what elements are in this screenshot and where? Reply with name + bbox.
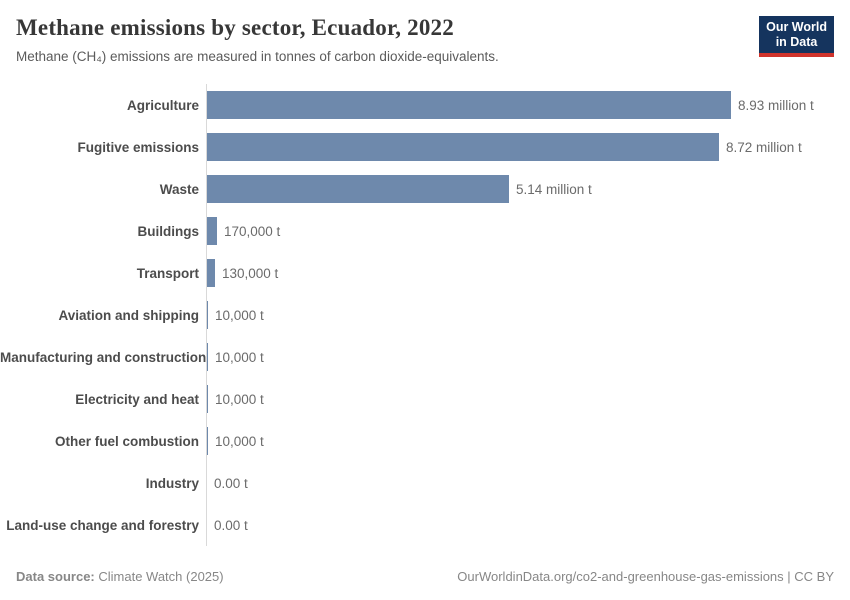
bar[interactable] — [207, 427, 208, 456]
category-label: Manufacturing and construction — [0, 349, 207, 365]
category-label: Industry — [145, 475, 199, 491]
bar-row: Industry 0.00 t — [0, 462, 850, 505]
value-label: 8.72 million t — [726, 139, 802, 155]
bar-row: Transport 130,000 t — [0, 252, 850, 295]
chart-title: Methane emissions by sector, Ecuador, 20… — [16, 15, 454, 40]
chart-titles: Methane emissions by sector, Ecuador, 20… — [16, 14, 499, 65]
value-label: 170,000 t — [224, 223, 281, 239]
bar-row: Manufacturing and construction 10,000 t — [0, 336, 850, 379]
bar-zone: 10,000 t — [206, 336, 850, 379]
bar-zone: 8.72 million t — [206, 126, 850, 169]
bar[interactable] — [207, 385, 208, 414]
bar[interactable] — [207, 343, 208, 372]
category-label: Transport — [136, 265, 199, 281]
category-label: Electricity and heat — [75, 391, 199, 407]
bar-zone: 10,000 t — [206, 378, 850, 421]
bar-zone: 170,000 t — [206, 210, 850, 253]
bar-row: Other fuel combustion 10,000 t — [0, 420, 850, 463]
data-source: Data source: Climate Watch (2025) — [16, 569, 224, 584]
value-label: 130,000 t — [222, 265, 279, 281]
bar-chart: Agriculture 8.93 million t Fugitive emissi… — [0, 84, 850, 547]
value-label: 10,000 t — [215, 433, 264, 449]
bar[interactable] — [207, 301, 208, 330]
category-label: Other fuel combustion — [54, 433, 199, 449]
bar-zone: 130,000 t — [206, 252, 850, 295]
bar[interactable] — [207, 91, 731, 120]
value-label: 8.93 million t — [738, 97, 814, 113]
bar-zone: 0.00 t — [206, 504, 850, 547]
data-source-label: Data source: — [16, 569, 95, 584]
category-label: Aviation and shipping — [58, 307, 200, 323]
value-label: 0.00 t — [214, 517, 248, 533]
bar-zone: 5.14 million t — [206, 168, 850, 211]
bar[interactable] — [207, 175, 509, 204]
data-source-value: Climate Watch (2025) — [94, 569, 224, 584]
bar-zone: 10,000 t — [206, 294, 850, 337]
chart-footer: Data source: Climate Watch (2025) OurWor… — [0, 569, 850, 600]
bar-row: Waste 5.14 million t — [0, 168, 850, 211]
chart-header: Methane emissions by sector, Ecuador, 20… — [0, 0, 850, 65]
value-label: 10,000 t — [215, 349, 264, 365]
owid-logo[interactable]: Our World in Data — [759, 16, 834, 57]
chart-subtitle: Methane (CH₄) emissions are measured in … — [16, 48, 499, 64]
bar-zone: 10,000 t — [206, 420, 850, 463]
bar-row: Aviation and shipping 10,000 t — [0, 294, 850, 337]
bar-zone: 8.93 million t — [206, 84, 850, 127]
category-label: Fugitive emissions — [77, 139, 199, 155]
owid-logo-line1: Our World — [766, 20, 827, 34]
bar-row: Agriculture 8.93 million t — [0, 84, 850, 127]
bar-row: Buildings 170,000 t — [0, 210, 850, 253]
category-label: Buildings — [137, 223, 200, 239]
category-label: Waste — [159, 181, 199, 197]
category-label: Land-use change and forestry — [6, 517, 199, 533]
bar-row: Fugitive emissions 8.72 million t — [0, 126, 850, 169]
value-label: 5.14 million t — [516, 181, 592, 197]
bar[interactable] — [207, 133, 719, 162]
bar[interactable] — [207, 259, 215, 288]
value-label: 10,000 t — [215, 307, 264, 323]
owid-logo-line2: in Data — [775, 35, 818, 49]
value-label: 0.00 t — [214, 475, 248, 491]
bar[interactable] — [207, 217, 217, 246]
value-label: 10,000 t — [215, 391, 264, 407]
category-label: Agriculture — [126, 97, 199, 113]
bar-row: Electricity and heat 10,000 t — [0, 378, 850, 421]
bar-row: Land-use change and forestry 0.00 t — [0, 504, 850, 547]
credit-line: OurWorldinData.org/co2-and-greenhouse-ga… — [457, 569, 834, 584]
bar-zone: 0.00 t — [206, 462, 850, 505]
